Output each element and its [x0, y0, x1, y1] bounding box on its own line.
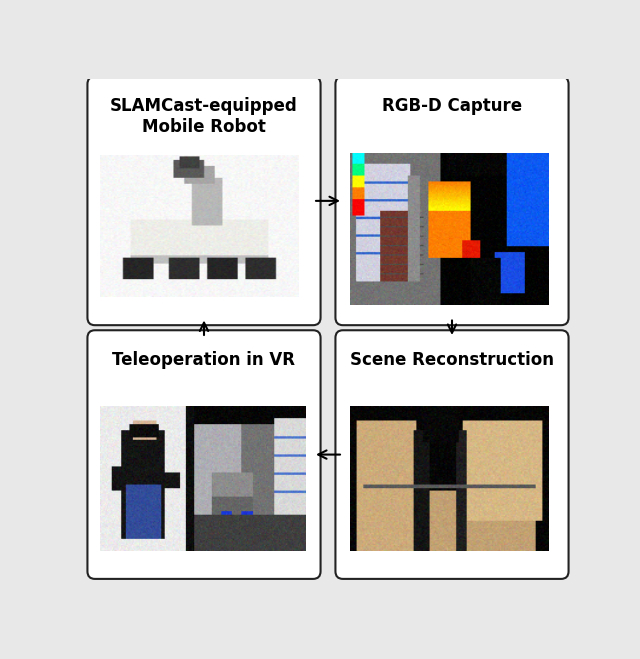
Text: SLAMCast-equipped
Mobile Robot: SLAMCast-equipped Mobile Robot	[110, 97, 298, 136]
FancyBboxPatch shape	[335, 330, 568, 579]
FancyBboxPatch shape	[88, 76, 321, 325]
Text: RGB-D Capture: RGB-D Capture	[382, 97, 522, 115]
FancyBboxPatch shape	[335, 76, 568, 325]
FancyBboxPatch shape	[88, 330, 321, 579]
Text: Scene Reconstruction: Scene Reconstruction	[350, 351, 554, 368]
Text: Teleoperation in VR: Teleoperation in VR	[113, 351, 296, 368]
